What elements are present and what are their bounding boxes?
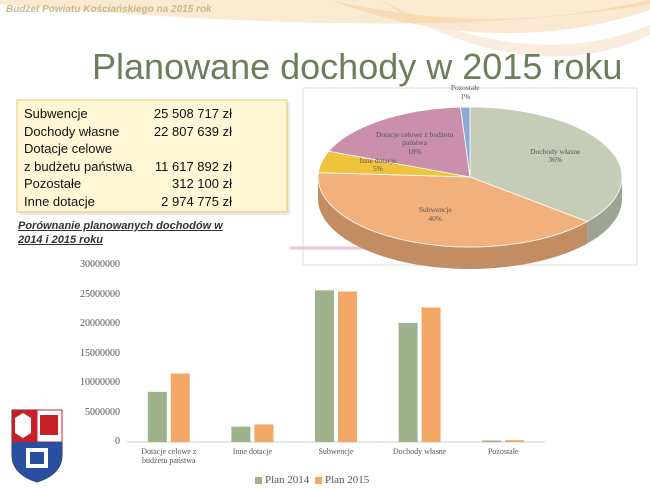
pie-label-value: 1%	[460, 91, 471, 101]
y-tick-label: 5000000	[85, 406, 120, 418]
y-tick-label: 25000000	[80, 288, 120, 300]
x-tick-label: Dochody własne	[392, 447, 447, 456]
slide-title: Planowane dochody w 2015 roku	[92, 46, 623, 87]
bar	[398, 322, 418, 442]
header: Budżet Powiatu Kościańskiego na 2015 rok	[6, 4, 212, 15]
table-label: Subwencje	[24, 106, 88, 121]
pie-label-value: 18%	[407, 146, 422, 156]
pie-label-value: 36%	[548, 155, 563, 165]
legend-label: Plan 2014	[265, 474, 310, 486]
y-tick-label: 30000000	[80, 259, 120, 270]
bar	[482, 440, 502, 442]
x-tick-label: Dotacje celowe z budżetu państwa	[141, 447, 197, 465]
bar	[338, 291, 357, 442]
pie-label: Inne dotacje 5%	[338, 155, 418, 174]
table-value: 25 508 717 zł	[153, 106, 232, 121]
table-label: Inne dotacje	[24, 193, 95, 209]
chart-title: Porównanie planowanych dochodów w 2014 i…	[18, 220, 223, 246]
table-label: Dotacje celowe	[24, 141, 113, 156]
pie-slice	[459, 106, 471, 178]
x-tick-label: Pozostałe	[487, 447, 519, 456]
bar	[231, 426, 251, 442]
pie-label: Dochody własne 36%	[515, 146, 595, 165]
bar	[170, 373, 190, 442]
table-label: z budżetu państwa	[24, 158, 133, 174]
pie-label-category: Inne dotacje	[359, 155, 397, 165]
decoration	[0, 0, 650, 24]
bar	[254, 424, 274, 442]
bar	[315, 290, 334, 442]
coat-of-arms	[11, 409, 63, 483]
pie-label-category: Dochody własne	[530, 146, 581, 156]
legend-swatch	[255, 477, 262, 484]
pie-label-category: Subwencje	[418, 205, 452, 215]
bar	[147, 391, 167, 442]
table-value: 22 807 639 zł	[153, 123, 232, 139]
y-tick-label: 15000000	[80, 347, 120, 359]
y-tick-label: 20000000	[80, 318, 120, 329]
table-box	[16, 99, 288, 213]
pie-label: Dotacje celowe z budżetu państwa 18%	[375, 129, 455, 157]
pie-label: Pozostałe 1%	[425, 84, 505, 101]
table-value: 11 617 892 zł	[154, 158, 232, 174]
y-tick-label: 10000000	[80, 377, 120, 388]
decoration	[380, 0, 650, 57]
bar	[421, 307, 441, 442]
legend-label: Plan 2015	[325, 474, 370, 486]
pie-slice	[469, 106, 623, 223]
decoration	[330, 0, 650, 34]
table-value: 2 974 775 zł	[161, 193, 232, 209]
pie-label-category: Dotacje celowe z budżetu państwa	[375, 129, 454, 148]
pie-slice	[317, 172, 589, 248]
table-label: Pozostałe	[24, 176, 82, 191]
pie-label-value: 40%	[428, 213, 443, 223]
pie-label-category: Pozostałe	[450, 83, 480, 93]
x-tick-label: Subwencje	[318, 447, 354, 456]
pie-slice-side	[587, 177, 622, 244]
legend-swatch	[315, 477, 322, 484]
table-value: 312 100 zł	[172, 176, 232, 191]
pie-slice	[327, 106, 471, 178]
pie-label: Subwencje 40%	[395, 206, 475, 223]
y-tick-label: 0	[115, 436, 120, 447]
x-tick-label: Inne dotacje	[232, 447, 273, 456]
table-label: Dochody własne	[24, 123, 120, 139]
bar	[505, 440, 525, 442]
pie-slice-side	[318, 177, 588, 269]
pie-label-value: 5%	[373, 164, 384, 174]
